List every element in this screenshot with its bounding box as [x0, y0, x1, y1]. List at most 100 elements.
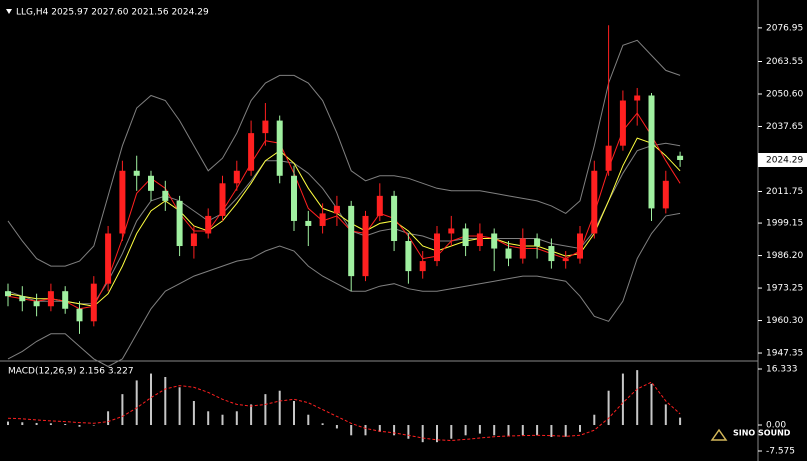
moving-average — [7, 137, 681, 307]
macd-bar — [307, 414, 310, 426]
macd-bar — [121, 394, 124, 426]
macd-bar — [521, 425, 524, 436]
moving-average — [7, 112, 681, 310]
candle-body — [333, 205, 340, 214]
candle-body — [376, 195, 383, 216]
current-price-box — [758, 152, 807, 167]
y-tick-label: 1999.15 — [766, 219, 803, 229]
bollinger-line — [7, 212, 681, 368]
y-tick-label: 16.333 — [766, 364, 798, 374]
macd-bar — [64, 423, 67, 426]
macd-bar — [235, 411, 238, 426]
current-price-label: 2024.29 — [766, 155, 803, 165]
logo-icon — [710, 428, 728, 441]
macd-bar — [536, 425, 539, 436]
candle-body — [162, 190, 169, 201]
candle-body — [62, 291, 69, 309]
y-tick-label: 2050.60 — [766, 89, 803, 99]
candle-body — [5, 291, 11, 297]
candle-body — [319, 213, 326, 226]
y-tick-label: 1973.25 — [766, 284, 803, 294]
macd-bar — [21, 422, 24, 426]
macd-bar — [107, 411, 110, 426]
y-tick-label: 2076.95 — [766, 23, 803, 33]
y-tick-label: 2063.55 — [766, 57, 803, 67]
candle-body — [205, 215, 212, 234]
candle-body — [562, 258, 569, 262]
macd-bar — [92, 425, 95, 426]
y-tick-label: 2011.75 — [766, 187, 803, 197]
candle-body — [391, 195, 398, 242]
candle-body — [148, 175, 154, 191]
macd-bar — [564, 425, 567, 437]
candle-body — [548, 246, 555, 262]
macd-bar — [278, 390, 281, 426]
candle-body — [605, 145, 612, 171]
candle-body — [219, 183, 226, 216]
candle-body — [76, 308, 83, 322]
candle-body — [276, 120, 283, 176]
macd-bar — [178, 387, 181, 426]
macd-bar — [450, 425, 453, 439]
candle-body — [591, 170, 598, 234]
y-tick-label: 2037.65 — [766, 122, 803, 132]
macd-bar — [250, 404, 253, 426]
candle-body — [619, 100, 626, 146]
macd-bar — [636, 370, 639, 426]
candle-body — [348, 205, 355, 277]
candle-body — [419, 261, 426, 272]
macd-bar — [321, 423, 324, 426]
macd-bar — [607, 390, 610, 426]
candle-body — [305, 220, 312, 226]
candle-body — [505, 248, 512, 259]
macd-bar — [593, 414, 596, 426]
candle-body — [491, 233, 498, 249]
candle-body — [534, 238, 541, 247]
candle-body — [434, 233, 440, 262]
candle-body — [176, 200, 183, 247]
macd-bar — [436, 425, 438, 443]
macd-bar — [650, 383, 653, 426]
candle-body — [677, 155, 684, 160]
macd-bar — [264, 394, 267, 426]
candle-body — [248, 133, 255, 171]
candle-body — [662, 180, 669, 209]
macd-bar — [407, 425, 410, 439]
y-tick-label: -7.575 — [766, 446, 795, 456]
candle-body — [47, 291, 54, 307]
candle-body — [476, 233, 483, 247]
macd-bar — [493, 425, 496, 436]
macd-bar — [364, 425, 367, 436]
candle-body — [190, 233, 197, 247]
macd-bar — [393, 425, 396, 436]
macd-bar — [135, 380, 138, 426]
macd-bar — [35, 422, 38, 426]
candle-body — [577, 233, 583, 259]
collapse-icon — [6, 9, 12, 14]
candle-body — [291, 175, 297, 221]
macd-bar — [664, 404, 667, 426]
candle-body — [33, 301, 40, 307]
macd-bar — [621, 373, 624, 426]
macd-bar — [421, 425, 424, 443]
candle-body — [405, 241, 412, 272]
signal-line — [7, 381, 681, 442]
y-tick-label: 1960.30 — [766, 316, 803, 326]
macd-bar — [550, 425, 553, 438]
macd-bar — [464, 425, 467, 436]
macd-bar — [293, 401, 295, 426]
macd-bar — [221, 414, 224, 426]
candle-body — [233, 170, 240, 184]
macd-bar — [164, 376, 167, 426]
bollinger-line — [7, 39, 681, 267]
candle-body — [362, 215, 369, 277]
macd-bar — [207, 411, 210, 426]
candle-body — [462, 228, 469, 247]
macd-bar — [49, 423, 52, 426]
macd-bar — [507, 425, 510, 436]
macd-bar — [579, 425, 581, 432]
macd-bar — [478, 425, 481, 434]
macd-bar — [350, 425, 353, 436]
